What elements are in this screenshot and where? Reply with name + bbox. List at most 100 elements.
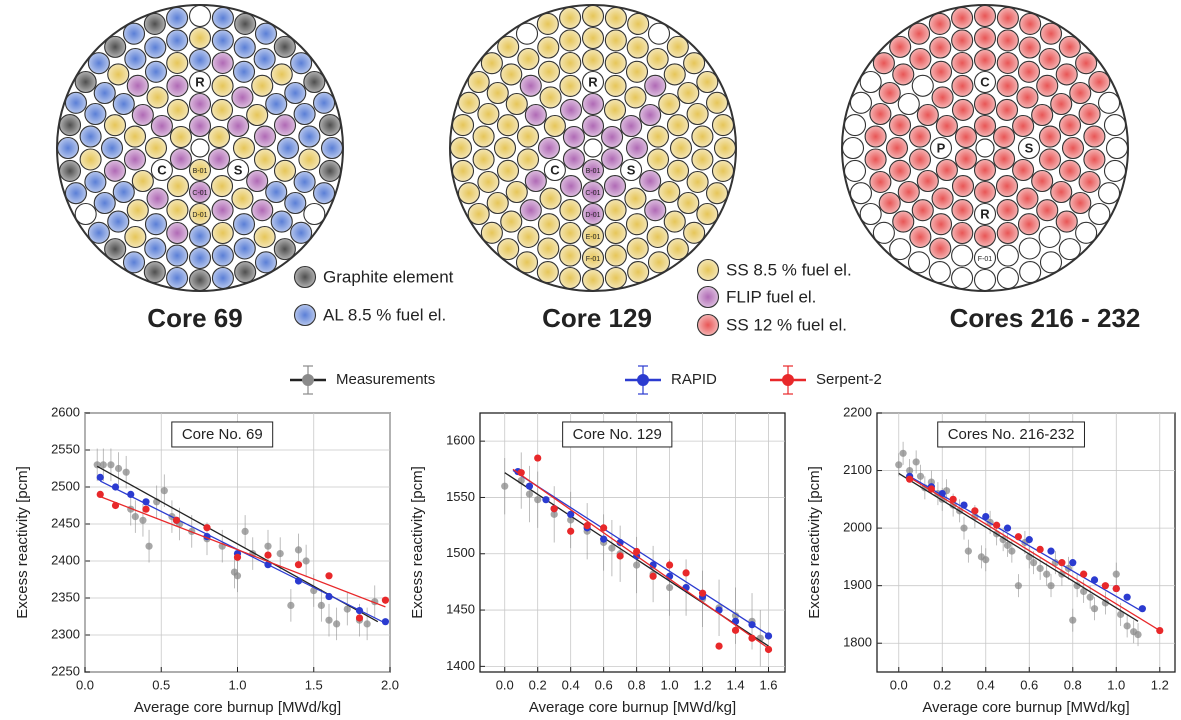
fuel-element <box>122 251 146 274</box>
fuel-element <box>123 148 147 171</box>
fuel-element <box>103 114 127 137</box>
empty-position <box>1103 159 1127 182</box>
fuel-element <box>705 91 729 114</box>
fuel-element <box>624 86 647 109</box>
x-tick-label: 0.8 <box>1064 677 1082 692</box>
data-point <box>1047 582 1055 590</box>
fuel-element <box>581 114 605 138</box>
fuel-element <box>211 266 234 290</box>
legend-marker <box>302 374 314 386</box>
fuel-element <box>273 238 296 261</box>
fuel-element <box>273 35 296 58</box>
position-label: F-01 <box>586 256 601 263</box>
fuel-element <box>290 221 313 244</box>
fuel-element <box>897 180 920 204</box>
fuel-element <box>1031 169 1054 193</box>
fuel-element <box>56 136 80 160</box>
fuel-element <box>231 187 254 210</box>
fuel-element <box>480 221 503 244</box>
fuel-element <box>519 199 542 222</box>
fuel-element <box>169 125 192 149</box>
data-point <box>1014 582 1022 590</box>
empty-position <box>647 22 671 45</box>
fuel-element <box>131 169 154 193</box>
data-point <box>1036 564 1044 573</box>
y-axis-title: Excess reactivity [pcm] <box>806 466 823 619</box>
data-point <box>916 472 925 480</box>
position-label: R <box>588 74 598 89</box>
position-label: D-01 <box>192 212 207 219</box>
data-point <box>1003 524 1012 532</box>
fuel-element <box>497 238 520 261</box>
data-point <box>608 544 616 552</box>
fuel-element <box>208 147 231 171</box>
fuel-element <box>232 60 256 83</box>
fuel-element <box>559 266 582 290</box>
data-point <box>899 449 907 457</box>
fuel-element <box>500 63 523 86</box>
fuel-element <box>931 187 954 210</box>
fuel-element <box>188 268 212 292</box>
legend-label: SS 8.5 % fuel el. <box>726 260 852 279</box>
data-point <box>1080 587 1088 596</box>
fuel-element <box>208 125 231 149</box>
fuel-element <box>1018 36 1041 59</box>
data-point <box>748 634 756 642</box>
fuel-element <box>691 148 714 171</box>
legend-label: AL 8.5 % fuel el. <box>323 305 446 324</box>
x-tick-label: 0.8 <box>628 677 646 692</box>
fuel-element <box>253 225 276 249</box>
fuel-element <box>144 136 168 160</box>
data-point <box>172 516 181 524</box>
data-point <box>906 466 914 475</box>
x-tick-label: 0.0 <box>76 677 94 692</box>
data-point <box>1123 622 1131 630</box>
fuel-element <box>87 52 110 75</box>
fuel-element <box>864 148 887 171</box>
fuel-element <box>559 244 582 267</box>
fuel-element <box>889 35 912 58</box>
fuel-element <box>1017 60 1041 83</box>
fuel-element <box>562 125 585 149</box>
data-point <box>1086 593 1094 601</box>
empty-position <box>843 114 867 137</box>
data-point <box>1101 582 1109 590</box>
fuel-element <box>537 36 560 59</box>
x-tick-label: 1.0 <box>1107 677 1125 692</box>
fuel-element <box>505 92 528 116</box>
data-point <box>1069 616 1077 624</box>
empty-position <box>973 202 997 226</box>
y-tick-label: 2500 <box>51 478 80 493</box>
fuel-element <box>973 4 997 28</box>
fuel-element <box>493 136 517 160</box>
fuel-element <box>869 102 892 126</box>
fuel-element <box>211 29 234 52</box>
fuel-element <box>144 237 167 260</box>
title-box <box>171 421 274 448</box>
fuel-element <box>1036 74 1059 97</box>
fuel-element <box>231 86 254 109</box>
fuel-element <box>603 98 627 121</box>
fuel-element <box>1075 52 1098 75</box>
fuel-element <box>234 260 257 284</box>
fuel-element <box>872 52 895 75</box>
data-point <box>731 626 740 634</box>
fuel-element <box>58 159 82 182</box>
data-point <box>1058 559 1066 567</box>
position-label: E-01 <box>586 234 601 241</box>
fit-line <box>909 476 1161 632</box>
data-point <box>1117 610 1125 619</box>
data-point <box>964 547 972 555</box>
fuel-element <box>951 6 974 30</box>
fuel-element <box>581 202 605 226</box>
fuel-element <box>1039 22 1063 45</box>
data-point <box>1156 626 1164 635</box>
data-point <box>682 569 690 577</box>
fuel-element <box>188 114 212 138</box>
fuel-element <box>166 6 189 30</box>
y-tick-label: 1900 <box>843 577 872 592</box>
fuel-element <box>666 35 689 58</box>
fuel-element <box>686 102 709 126</box>
fuel-element <box>604 221 627 245</box>
x-tick-label: 0.6 <box>595 677 613 692</box>
